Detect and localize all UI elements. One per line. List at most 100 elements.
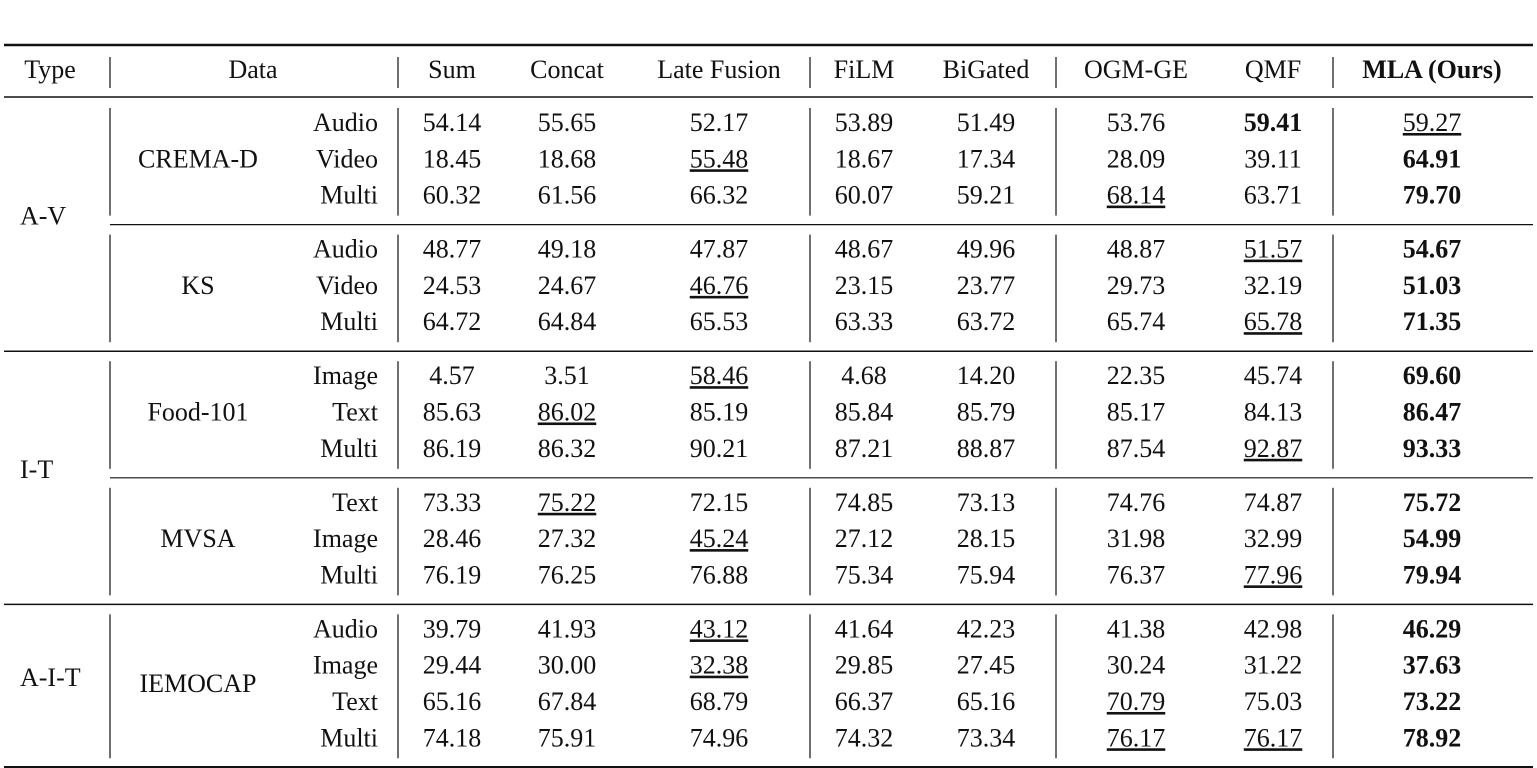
cell: 86.02: [538, 397, 597, 426]
modality: Multi: [320, 434, 378, 463]
cell: 45.24: [690, 524, 749, 553]
modality: Audio: [313, 108, 378, 137]
cell: 76.25: [538, 560, 597, 589]
cell: 18.68: [538, 144, 597, 173]
cell: 68.14: [1107, 181, 1166, 210]
dataset-name: MVSA: [160, 524, 235, 553]
cell: 75.72: [1403, 488, 1462, 517]
cell: 47.87: [690, 235, 749, 264]
column-header: Late Fusion: [657, 55, 781, 84]
cell: 55.65: [538, 108, 597, 137]
cell: 93.33: [1403, 434, 1462, 463]
cell: 22.35: [1107, 361, 1166, 390]
cell: 68.79: [690, 687, 749, 716]
cell: 67.84: [538, 687, 597, 716]
cell: 85.19: [690, 397, 749, 426]
cell: 23.15: [835, 271, 894, 300]
column-header: MLA (Ours): [1362, 55, 1501, 84]
cell: 59.21: [957, 181, 1016, 210]
column-header: Concat: [530, 55, 604, 84]
cell: 32.99: [1244, 524, 1303, 553]
modality: Multi: [320, 560, 378, 589]
cell: 64.84: [538, 307, 597, 336]
cell: 66.37: [835, 687, 894, 716]
column-header: Data: [228, 55, 278, 84]
cell: 86.19: [423, 434, 482, 463]
cell: 51.03: [1403, 271, 1462, 300]
cell: 27.45: [957, 651, 1016, 680]
cell: 42.23: [957, 614, 1016, 643]
cell: 77.96: [1244, 560, 1303, 589]
cell: 30.00: [538, 651, 597, 680]
cell: 88.87: [957, 434, 1016, 463]
cell: 74.32: [835, 723, 894, 752]
cell: 58.46: [690, 361, 749, 390]
cell: 31.98: [1107, 524, 1166, 553]
cell: 24.53: [423, 271, 482, 300]
cell: 65.53: [690, 307, 749, 336]
cell: 84.13: [1244, 397, 1303, 426]
modality: Multi: [320, 307, 378, 336]
cell: 54.67: [1403, 235, 1462, 264]
cell: 92.87: [1244, 434, 1303, 463]
cell: 46.29: [1403, 614, 1462, 643]
modality: Image: [313, 651, 378, 680]
cell: 59.27: [1403, 108, 1462, 137]
cell: 75.94: [957, 560, 1016, 589]
cell: 75.91: [538, 723, 597, 752]
cell: 48.77: [423, 235, 482, 264]
cell: 46.76: [690, 271, 749, 300]
cell: 37.63: [1403, 651, 1462, 680]
cell: 74.85: [835, 488, 894, 517]
cell: 61.56: [538, 181, 597, 210]
cell: 18.67: [835, 144, 894, 173]
cell: 51.57: [1244, 235, 1303, 264]
cell: 86.32: [538, 434, 597, 463]
cell: 24.67: [538, 271, 597, 300]
cell: 85.84: [835, 397, 894, 426]
column-header: BiGated: [943, 55, 1030, 84]
cell: 65.16: [423, 687, 482, 716]
cell: 63.71: [1244, 181, 1303, 210]
modality: Image: [313, 361, 378, 390]
cell: 69.60: [1403, 361, 1462, 390]
cell: 30.24: [1107, 651, 1166, 680]
cell: 14.20: [957, 361, 1016, 390]
cell: 29.44: [423, 651, 482, 680]
cell: 48.87: [1107, 235, 1166, 264]
cell: 72.15: [690, 488, 749, 517]
cell: 32.19: [1244, 271, 1303, 300]
cell: 73.34: [957, 723, 1016, 752]
cell: 70.79: [1107, 687, 1166, 716]
cell: 73.22: [1403, 687, 1462, 716]
cell: 74.96: [690, 723, 749, 752]
cell: 27.32: [538, 524, 597, 553]
cell: 85.63: [423, 397, 482, 426]
dataset-name: KS: [181, 271, 214, 300]
modality: Text: [332, 397, 379, 426]
cell: 63.72: [957, 307, 1016, 336]
cell: 75.34: [835, 560, 894, 589]
cell: 4.68: [841, 361, 887, 390]
cell: 87.21: [835, 434, 894, 463]
cell: 42.98: [1244, 614, 1303, 643]
cell: 76.19: [423, 560, 482, 589]
cell: 64.91: [1403, 144, 1462, 173]
cell: 41.93: [538, 614, 597, 643]
cell: 74.87: [1244, 488, 1303, 517]
dataset-name: IEMOCAP: [139, 669, 256, 698]
modality: Multi: [320, 723, 378, 752]
cell: 29.85: [835, 651, 894, 680]
cell: 66.32: [690, 181, 749, 210]
dataset-name: Food-101: [147, 397, 248, 426]
modality: Video: [316, 271, 378, 300]
column-header: FiLM: [834, 55, 895, 84]
modality: Image: [313, 524, 378, 553]
cell: 17.34: [957, 144, 1016, 173]
cell: 60.07: [835, 181, 894, 210]
column-header: Sum: [428, 55, 476, 84]
cell: 31.22: [1244, 651, 1303, 680]
cell: 78.92: [1403, 723, 1462, 752]
column-header: QMF: [1245, 55, 1301, 84]
